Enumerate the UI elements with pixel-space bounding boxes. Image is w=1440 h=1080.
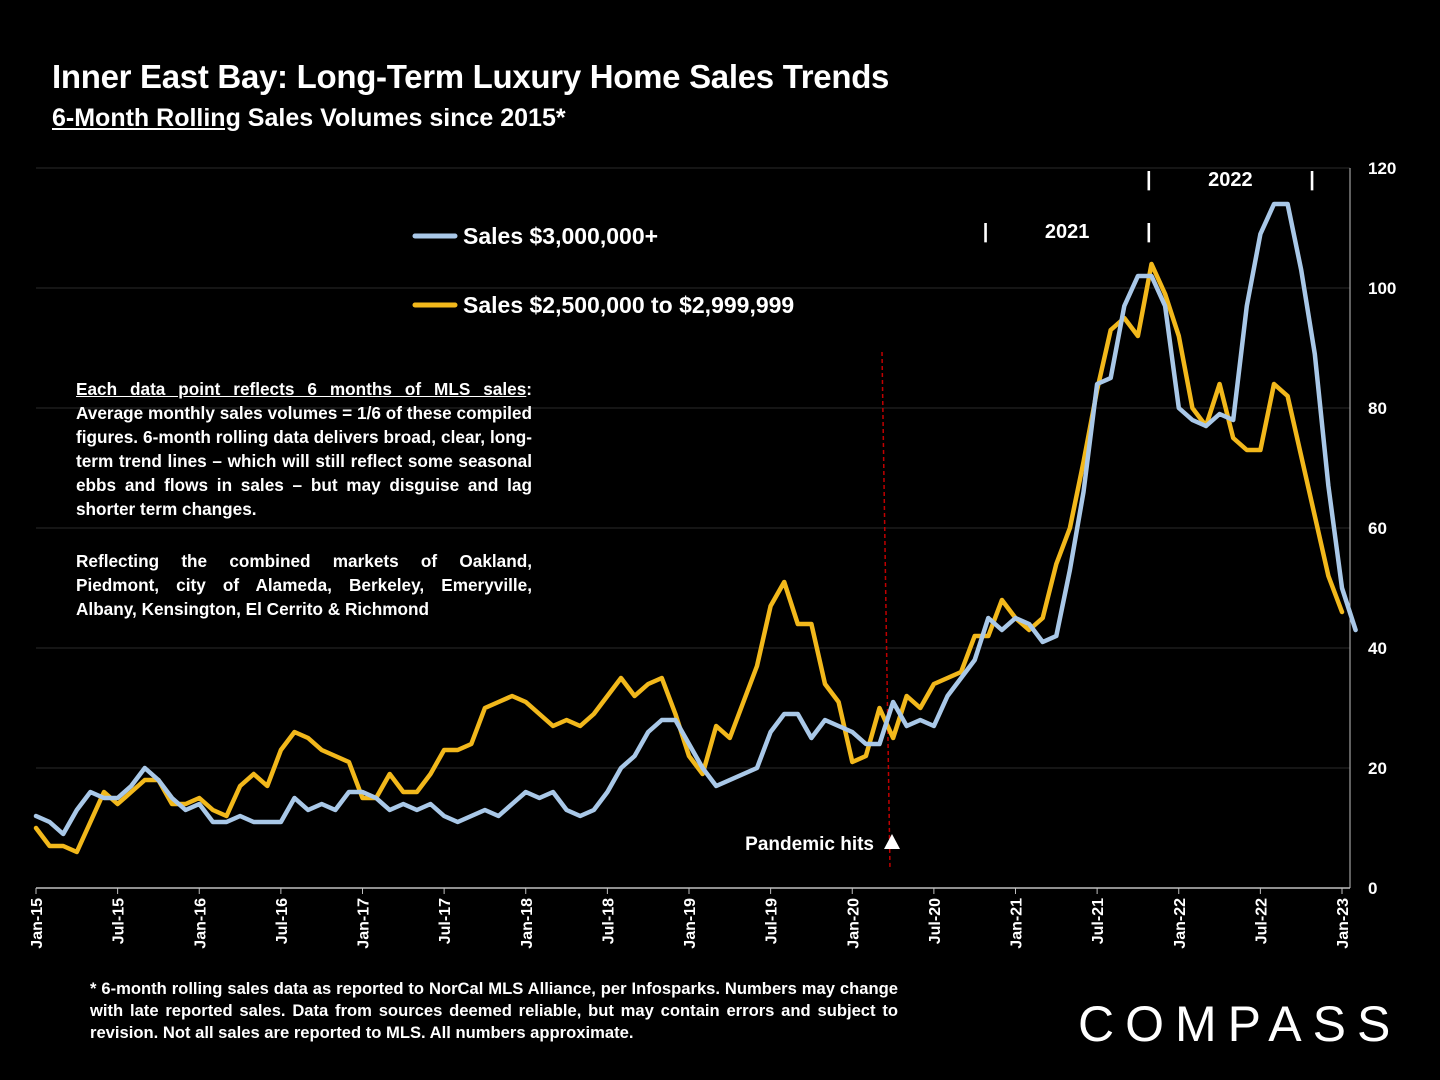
- pandemic-marker-line: [881, 351, 891, 871]
- subtitle-underlined: 6-Month Rolling: [52, 104, 241, 132]
- pandemic-arrow-icon: [884, 834, 900, 849]
- year-bracket-label: 2022: [1208, 169, 1253, 191]
- y-tick-label: 120: [1368, 159, 1396, 178]
- y-tick-label: 40: [1368, 639, 1387, 658]
- x-tick-label: Jan-16: [192, 898, 209, 949]
- note-text: : Average monthly sales volumes = 1/6 of…: [76, 379, 532, 519]
- y-tick-label: 100: [1368, 279, 1396, 298]
- legend: Sales $3,000,000+ Sales $2,500,000 to $2,…: [412, 223, 794, 318]
- x-tick-label: Jul-19: [764, 898, 781, 944]
- x-tick-label: Jan-19: [682, 898, 699, 949]
- series-lines: [33, 201, 1358, 855]
- x-tick-label: Jul-16: [274, 898, 291, 944]
- x-tick-label: Jul-20: [927, 898, 944, 944]
- annotations: Pandemic hits | | 2021 | | 2022: [745, 169, 1315, 871]
- year-bracket-right: |: [1309, 169, 1315, 191]
- x-tick-label: Jan-17: [356, 898, 373, 949]
- note-heading: Each data point reflects 6 months of MLS…: [76, 379, 527, 399]
- x-tick-label: Jan-18: [519, 898, 536, 949]
- x-tick-label: Jan-21: [1009, 898, 1026, 949]
- legend-label: Sales $2,500,000 to $2,999,999: [463, 292, 794, 318]
- note-markets: Reflecting the combined markets of Oakla…: [76, 551, 532, 619]
- x-tick-label: Jul-17: [437, 898, 454, 944]
- y-tick-label: 20: [1368, 759, 1387, 778]
- year-bracket-label: 2021: [1045, 221, 1090, 243]
- year-bracket-left: |: [983, 221, 989, 243]
- x-tick-label: Jul-22: [1253, 898, 1270, 944]
- chart-title: Inner East Bay: Long-Term Luxury Home Sa…: [52, 58, 890, 95]
- pandemic-annotation-label: Pandemic hits: [745, 834, 874, 855]
- subtitle-rest: Sales Volumes since 2015*: [240, 104, 566, 132]
- year-bracket-left: |: [1146, 169, 1152, 191]
- x-tick-label: Jan-20: [845, 898, 862, 949]
- x-tick-label: Jul-15: [111, 898, 128, 944]
- x-tick-label: Jul-18: [600, 898, 617, 944]
- footnote: * 6-month rolling sales data as reported…: [90, 979, 898, 1042]
- y-tick-label: 60: [1368, 519, 1387, 538]
- legend-label: Sales $3,000,000+: [463, 223, 658, 249]
- x-tick-label: Jan-23: [1335, 898, 1352, 949]
- methodology-note: Each data point reflects 6 months of MLS…: [76, 377, 532, 649]
- x-tick-label: Jul-21: [1090, 898, 1107, 944]
- year-bracket-right: |: [1146, 221, 1152, 243]
- y-tick-label: 0: [1368, 879, 1377, 898]
- compass-logo: COMPASS: [1078, 996, 1402, 1052]
- series-line-1: [33, 201, 1358, 837]
- x-tick-label: Jan-22: [1172, 898, 1189, 949]
- x-tick-label: Jan-15: [29, 898, 46, 949]
- y-tick-label: 80: [1368, 399, 1387, 418]
- chart-subtitle: 6-Month Rolling Sales Volumes since 2015…: [52, 104, 566, 133]
- axes: 0 20 40 60 80 100 120 Jan-15 Jul-15 Jan-16 Jul-16 J…: [29, 159, 1396, 949]
